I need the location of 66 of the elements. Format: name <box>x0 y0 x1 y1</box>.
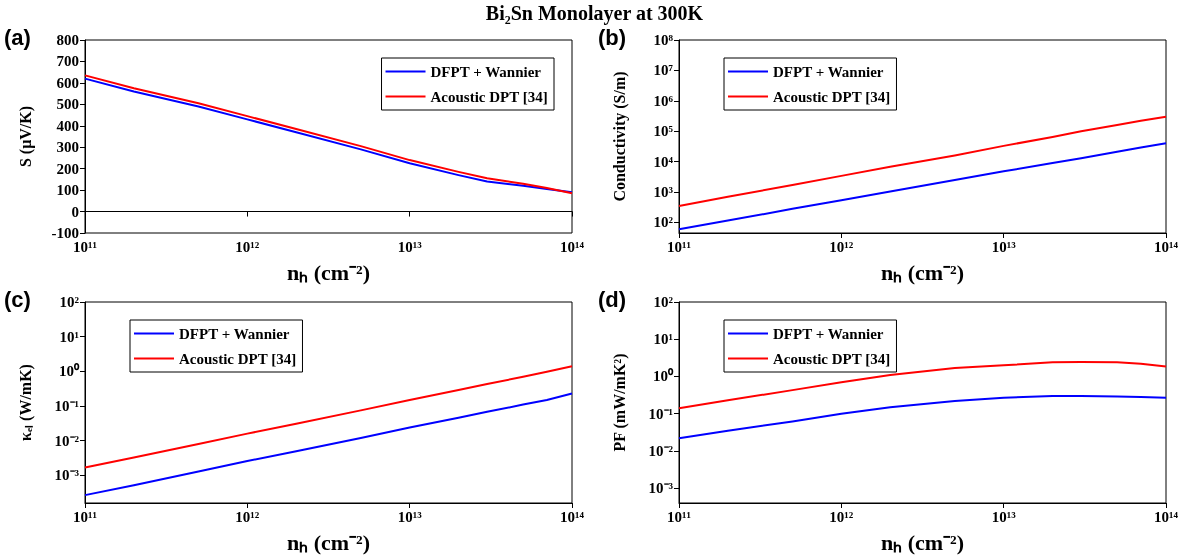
legend-label: Acoustic DPT [34] <box>430 88 548 105</box>
y-tick-label: 200 <box>56 160 79 177</box>
x-tick-label: 10¹² <box>829 238 854 255</box>
x-axis-title: nₕ (cm⁻²) <box>880 529 965 555</box>
x-axis-title: nₕ (cm⁻²) <box>286 259 371 285</box>
y-tick-label: 10¹ <box>653 331 673 348</box>
legend-label: DFPT + Wannier <box>179 325 290 342</box>
x-tick-label: 10¹³ <box>991 238 1017 255</box>
text: (b) <box>598 24 627 50</box>
y-tick-label: 10⁵ <box>653 123 674 140</box>
text: (d) <box>598 286 627 312</box>
y-tick-label: 100 <box>56 182 79 199</box>
y-tick-label: 10³ <box>653 184 674 201</box>
y-tick-label: 10⁻³ <box>54 467 80 484</box>
y-tick-label: 10⁴ <box>653 153 674 170</box>
x-tick-label: 10¹⁴ <box>1154 238 1179 255</box>
legend-label: Acoustic DPT [34] <box>179 350 297 367</box>
y-tick-label: 600 <box>56 74 79 91</box>
y-tick-label: 10² <box>59 294 80 310</box>
y-tick-label: 400 <box>56 117 79 134</box>
y-tick-label: 10² <box>653 214 674 231</box>
x-tick-label: 10¹¹ <box>73 238 97 255</box>
y-tick-label: 10⁶ <box>653 92 674 109</box>
legend-label: DFPT + Wannier <box>773 63 884 80</box>
x-tick-label: 10¹² <box>235 238 260 255</box>
x-tick-label: 10¹² <box>829 508 854 525</box>
y-tick-label: 800 <box>56 32 79 48</box>
y-tick-label: 10⁰ <box>59 362 80 380</box>
x-tick-label: 10¹³ <box>397 508 423 525</box>
y-tick-label: 10⁰ <box>653 367 674 385</box>
legend-label: Acoustic DPT [34] <box>773 88 891 105</box>
x-tick-label: 10¹⁴ <box>560 508 585 525</box>
x-axis-title: nₕ (cm⁻²) <box>880 259 965 285</box>
legend-label: DFPT + Wannier <box>773 325 884 342</box>
y-tick-label: 10² <box>653 294 674 310</box>
x-tick-label: 10¹⁴ <box>1154 508 1179 525</box>
y-tick-label: 500 <box>56 96 79 113</box>
y-tick-label: 300 <box>56 139 79 156</box>
y-tick-label: 10¹ <box>59 328 79 345</box>
y-tick-label: 10⁷ <box>653 62 674 79</box>
y-tick-label: 10⁻² <box>54 432 80 449</box>
x-tick-label: 10¹² <box>235 508 260 525</box>
y-tick-label: 0 <box>71 203 79 220</box>
y-tick-label: 700 <box>56 53 79 70</box>
y-tick-label: -100 <box>51 225 79 241</box>
y-tick-label: 10⁸ <box>653 32 674 48</box>
x-tick-label: 10¹³ <box>991 508 1017 525</box>
y-axis-title: κₑₗ (W/mK) <box>16 364 35 441</box>
legend-label: DFPT + Wannier <box>430 63 542 80</box>
y-tick-label: 10⁻¹ <box>648 405 673 422</box>
x-tick-label: 10¹¹ <box>73 508 97 525</box>
x-tick-label: 10¹¹ <box>667 508 691 525</box>
x-tick-label: 10¹¹ <box>667 238 691 255</box>
legend-label: Acoustic DPT [34] <box>773 350 891 367</box>
y-tick-label: 10⁻¹ <box>54 398 79 415</box>
text: (c) <box>4 286 31 312</box>
x-tick-label: 10¹³ <box>397 238 423 255</box>
x-axis-title: nₕ (cm⁻²) <box>286 529 371 555</box>
x-tick-label: 10¹⁴ <box>560 238 585 255</box>
y-axis-title: PF (mW/mK²) <box>610 353 629 452</box>
text: (a) <box>4 24 31 50</box>
y-tick-label: 10⁻³ <box>648 480 674 497</box>
y-axis-title: S (μV/K) <box>16 105 35 168</box>
y-tick-label: 10⁻² <box>648 442 674 459</box>
y-axis-title: Conductivity (S/m) <box>610 71 629 202</box>
chart-title: Bi₂Sn Monolayer at 300K <box>484 2 705 25</box>
